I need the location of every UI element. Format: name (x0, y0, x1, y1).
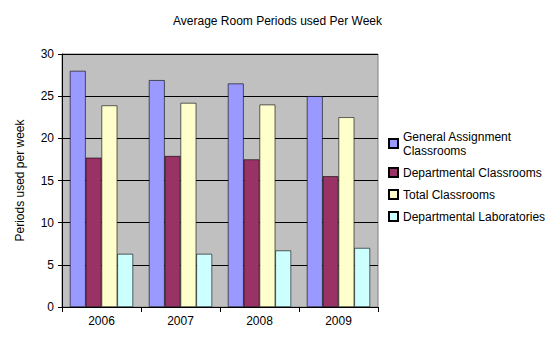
svg-text:2008: 2008 (246, 314, 273, 328)
svg-text:30: 30 (41, 47, 55, 61)
svg-text:0: 0 (47, 300, 54, 314)
svg-text:Classrooms: Classrooms (403, 144, 466, 158)
svg-text:Departmental Laboratories: Departmental Laboratories (403, 210, 545, 224)
svg-text:2006: 2006 (88, 314, 115, 328)
svg-text:General Assignment: General Assignment (403, 130, 514, 144)
svg-text:Average Room Periods used Per: Average Room Periods used Per Week (173, 14, 383, 28)
svg-text:20: 20 (41, 131, 55, 145)
svg-text:Departmental Classrooms: Departmental Classrooms (403, 166, 542, 180)
svg-text:10: 10 (41, 216, 55, 230)
svg-text:15: 15 (41, 174, 55, 188)
svg-text:2009: 2009 (325, 314, 352, 328)
svg-text:Periods used per week: Periods used per week (13, 118, 27, 241)
svg-text:5: 5 (47, 258, 54, 272)
svg-text:Total Classrooms: Total Classrooms (403, 188, 495, 202)
svg-text:2007: 2007 (167, 314, 194, 328)
svg-text:25: 25 (41, 89, 55, 103)
